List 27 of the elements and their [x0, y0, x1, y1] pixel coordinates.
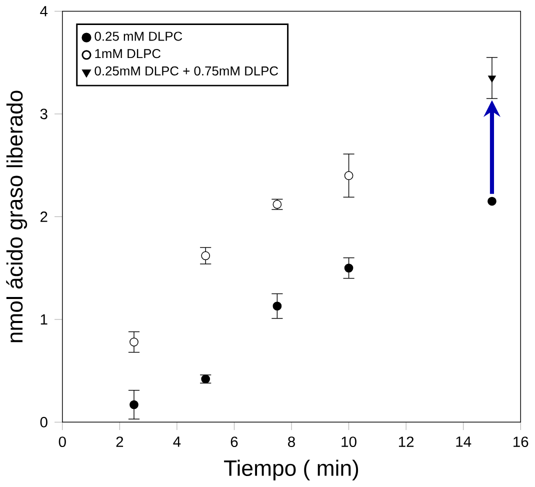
- y-axis-title: nmol ácido graso liberado: [6, 91, 28, 342]
- point: [201, 252, 210, 260]
- x-tick-label: 2: [116, 436, 124, 448]
- point: [272, 302, 282, 311]
- point: [488, 197, 496, 206]
- x-axis-title: Tiempo ( min): [224, 460, 358, 481]
- y-tick-label: 4: [40, 6, 48, 17]
- x-tick-label: 6: [230, 436, 238, 448]
- point: [488, 76, 496, 83]
- y-tick-label: 2: [40, 212, 48, 222]
- point: [130, 338, 138, 347]
- x-tick-label: 10: [342, 436, 356, 448]
- legend-label: 0.25 mM DLPC: [94, 32, 182, 42]
- x-tick-label: 14: [456, 436, 472, 447]
- y-tick-label: 3: [40, 108, 48, 120]
- legend-label: 0.25mM DLPC + 0.75mM DLPC: [94, 66, 278, 76]
- x-tick-label: 4: [173, 436, 181, 447]
- point: [344, 264, 354, 273]
- point: [130, 400, 138, 410]
- x-tick-label: 8: [288, 436, 295, 448]
- x-tick-label: 16: [514, 436, 528, 448]
- x-tick-label: 0: [58, 436, 66, 448]
- y-tick-label: 0: [40, 417, 48, 428]
- x-tick-label: 12: [398, 436, 414, 448]
- legend-label: 1mM DLPC: [95, 49, 161, 58]
- point: [344, 171, 354, 180]
- y-tick-label: 1: [40, 314, 48, 325]
